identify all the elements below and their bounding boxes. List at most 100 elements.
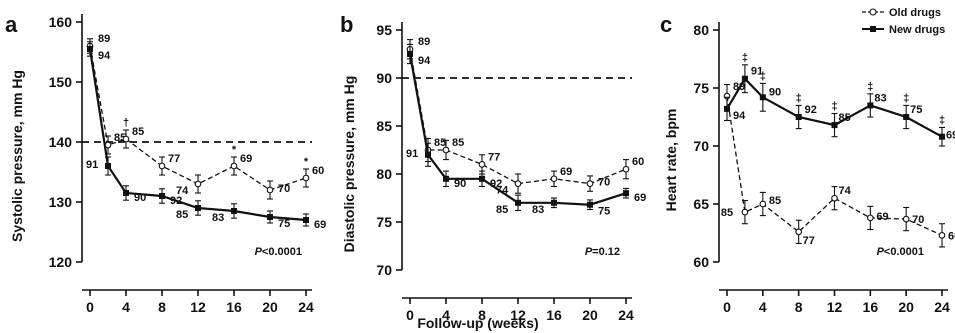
panel-label: b [340,12,353,37]
sample-size-label: 83 [874,92,886,104]
sample-size-label: 92 [805,104,817,116]
panel-b: b 70 75 80 85 90 95 0 4 8 12 16 20 24 Diastolic pressu… [340,12,646,323]
p-value: P=0.12 [585,246,620,258]
data-point-new [195,205,201,211]
data-point-new [939,133,945,140]
data-point-old [550,175,558,183]
data-point-new [903,114,910,120]
sample-size-label: 90 [454,178,466,190]
x-tick-label: 4 [759,299,767,315]
sample-size-label: 69 [560,166,572,178]
x-tick-label: 12 [190,299,206,315]
x-tick-label: 4 [442,307,450,323]
x-tick-label: 20 [262,299,278,315]
shared-x-axis-label: Follow-up (weeks) [417,315,538,331]
p-value-rest: =0.12 [592,246,620,258]
sample-size-label: 89 [418,36,430,48]
sample-size-label: 94 [98,50,111,62]
p-value-rest: <0.0001 [884,246,924,258]
legend-label: Old drugs [889,7,941,19]
data-point-new [267,214,273,220]
sample-size-label: 85 [496,204,508,216]
data-point-new [105,163,111,169]
significance-marker: ‡ [796,92,802,104]
panel-label: a [5,12,18,37]
sample-size-label: 74 [839,185,852,197]
data-point-new [623,190,629,197]
series-line-new [726,76,943,138]
sample-size-label: 85 [452,137,464,149]
y-tick-label: 80 [693,22,709,38]
data-point-old [158,162,166,170]
sample-size-label: 91 [406,148,418,160]
x-tick-label: 16 [226,299,242,315]
series-line-old [89,45,307,191]
x-tick-label: 8 [795,299,803,315]
sample-size-label: 85 [114,132,126,144]
sample-size-label: 89 [98,33,110,45]
y-axis-label: Heart rate, bpm [663,109,679,212]
significance-marker: ‡ [831,101,837,113]
data-point-new [479,175,485,182]
x-tick-label: 12 [510,307,526,323]
data-point-old [194,180,202,188]
y-tick-label: 90 [376,70,392,86]
p-value-rest: <0.0001 [262,246,302,258]
y-tick-label: 75 [693,80,709,96]
x-tick-label: 8 [478,307,486,323]
sample-size-label: 69 [634,192,646,204]
data-point-new [231,208,237,214]
y-axis-label: Systolic pressure, mm Hg [9,70,25,242]
sample-size-label: 60 [632,156,644,168]
p-value-prefix: P [585,246,593,258]
sample-size-label: 85 [132,126,144,138]
sample-size-label: 77 [168,153,180,165]
data-point-new [159,193,165,199]
data-point-new [724,105,730,112]
y-tick-label: 70 [376,262,392,278]
data-point-new [831,122,838,129]
data-point-old [938,231,946,239]
p-value: P<0.0001 [877,246,924,258]
data-point-new [303,217,309,223]
panel-label: c [660,12,672,37]
series-line-new [88,48,307,222]
x-tick-label: 20 [582,307,598,323]
sample-size-label: 90 [134,192,146,204]
significance-marker: † [123,117,129,129]
legend-item-old: Old drugs [862,7,941,19]
sample-size-label: 75 [598,206,610,218]
significance-marker: ‡ [760,70,766,82]
data-point-old [442,146,450,154]
significance-marker: ‡ [742,52,748,64]
y-tick-label: 150 [49,74,73,90]
sample-size-label: 83 [532,204,544,216]
y-tick-label: 160 [49,14,73,30]
sample-size-label: 69 [314,219,326,231]
data-point-new [515,199,521,206]
sample-size-label: 77 [803,235,815,247]
sample-size-label: 90 [769,86,781,98]
sample-size-label: 94 [733,110,746,122]
x-tick-label: 8 [158,299,166,315]
data-point-new [87,46,93,52]
sample-size-label: 83 [212,212,224,224]
sample-size-label: 70 [278,183,290,195]
x-tick-label: 16 [546,307,562,323]
data-point-old [759,200,767,208]
data-point-old [902,215,910,223]
y-tick-label: 130 [49,194,73,210]
sample-size-label: 69 [876,211,888,223]
x-tick-label: 12 [827,299,843,315]
sample-size-label: 69 [946,130,955,142]
sample-size-label: 85 [769,195,781,207]
sample-size-label: 92 [170,195,182,207]
significance-marker: ‡ [939,114,945,126]
sample-size-label: 70 [912,214,924,226]
x-tick-label: 16 [863,299,879,315]
data-point-new [795,114,802,120]
y-tick-label: 60 [693,254,709,270]
